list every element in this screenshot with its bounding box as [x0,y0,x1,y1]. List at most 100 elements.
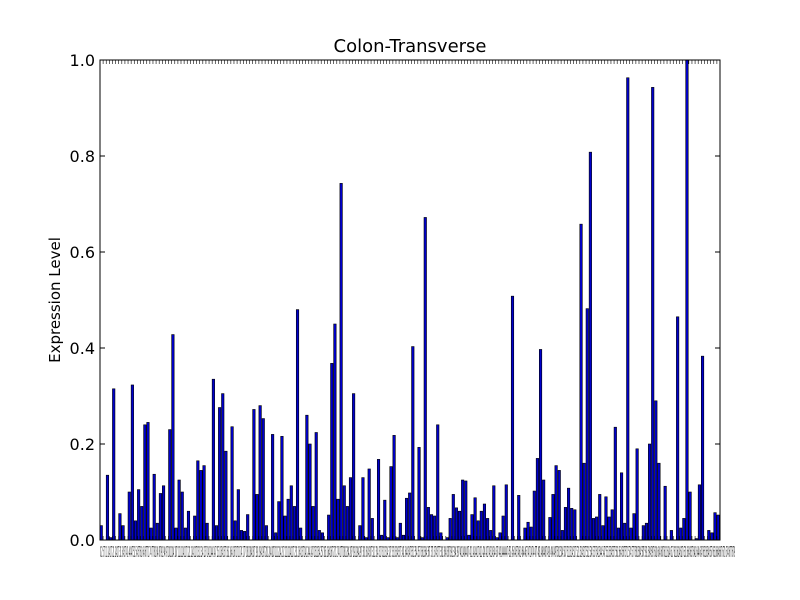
bar [439,532,443,541]
bar [641,525,645,541]
bar [314,432,318,541]
bar [716,514,720,541]
bar [467,534,471,541]
bar [486,518,490,541]
bar [554,465,558,541]
y-tick-label: 0.0 [70,531,95,550]
bar [299,527,303,541]
bar [380,534,384,541]
bar [582,462,586,541]
bar [370,518,374,541]
bar [118,513,122,541]
bar [579,223,583,541]
bar [158,493,162,541]
y-tick-label: 1.0 [70,51,95,70]
bar [112,388,116,541]
bar [274,532,278,541]
bar [464,480,468,541]
y-tick-label: 0.4 [70,339,95,358]
bar [679,527,683,541]
bar [454,507,458,541]
bar [411,346,415,541]
bar [570,508,574,541]
x-tick-labels: 0 2 5 7 11 14 17 21 24 27 31 34 37 41 44… [100,543,735,561]
bar [517,495,521,541]
bar [336,498,340,541]
bar [376,459,381,541]
bar [648,443,652,541]
bar [261,418,265,541]
bar [616,527,620,541]
bar [146,422,150,541]
bar [676,316,680,541]
bar [560,530,564,541]
bar [327,514,331,541]
bar [504,484,508,541]
bar [392,435,396,541]
bar [529,526,533,541]
bar [713,512,717,541]
bar [451,494,455,541]
bar [202,465,206,541]
bar [710,532,714,541]
bar [405,497,409,541]
bar [130,384,134,541]
bar [295,309,300,541]
bar [501,515,505,541]
bar [535,458,539,541]
bar [140,506,144,541]
bar [345,506,349,541]
bar [271,434,275,541]
bar [264,525,268,541]
bar [171,334,175,541]
y-tick-label: 0.8 [70,147,95,166]
bar [317,530,321,541]
bar [685,59,689,541]
bar [448,518,452,541]
bar [352,393,356,541]
y-tick-label: 0.2 [70,435,95,454]
bar [305,414,309,541]
bar [283,515,287,541]
bar [620,472,624,541]
bar [149,527,153,541]
bar [423,217,427,541]
bar [224,450,228,541]
y-tick-labels: 0.0 0.2 0.4 0.6 0.8 1.0 [70,51,95,550]
bar [218,407,222,541]
bar [623,522,627,541]
bar [629,527,633,541]
bar [707,530,711,541]
bar [701,355,705,541]
bar [532,490,536,541]
bar [563,507,568,541]
bar [367,468,371,541]
bar [342,485,346,541]
bar [243,531,247,541]
bar [688,491,692,541]
bar [604,496,608,541]
bar [408,492,412,541]
bar [155,522,159,541]
bar [255,494,259,541]
bar [479,510,483,541]
bar [557,470,561,541]
bar [168,429,172,541]
bar [429,514,434,541]
bar [143,424,147,541]
bar [551,494,555,541]
bar [239,530,243,541]
bar [320,532,324,541]
bar [401,534,406,541]
bar [280,436,284,541]
chart-title: Colon-Transverse [334,36,487,57]
bar [252,409,256,541]
bar [591,518,596,541]
bar [573,509,577,541]
bar [152,473,156,541]
bar [137,489,141,541]
bar [277,501,281,541]
bar [233,520,237,541]
bar [473,497,477,541]
bar [186,510,191,541]
